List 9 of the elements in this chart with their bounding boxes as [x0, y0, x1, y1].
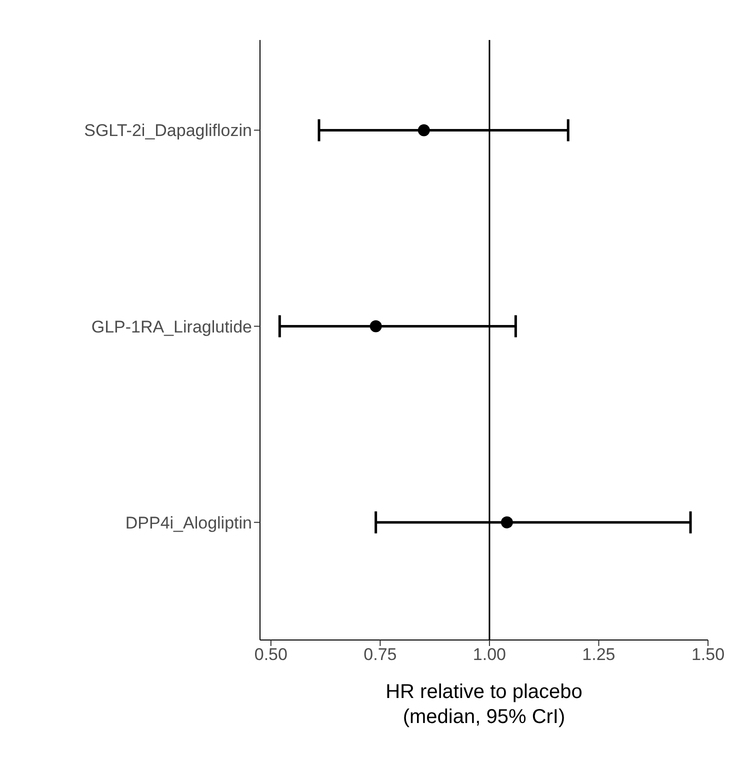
y-tick-label: DPP4i_Alogliptin — [125, 513, 252, 532]
y-tick-label: SGLT-2i_Dapagliflozin — [84, 121, 252, 140]
y-tick-label: GLP-1RA_Liraglutide — [91, 317, 252, 336]
x-tick-label: 1.50 — [691, 645, 725, 664]
x-tick-label: 0.50 — [254, 645, 288, 664]
x-tick-label: 1.00 — [472, 645, 506, 664]
x-tick-label: 1.25 — [582, 645, 616, 664]
x-axis-title: HR relative to placebo (median, 95% CrI) — [386, 681, 582, 728]
x-tick-label: 0.75 — [364, 645, 397, 664]
